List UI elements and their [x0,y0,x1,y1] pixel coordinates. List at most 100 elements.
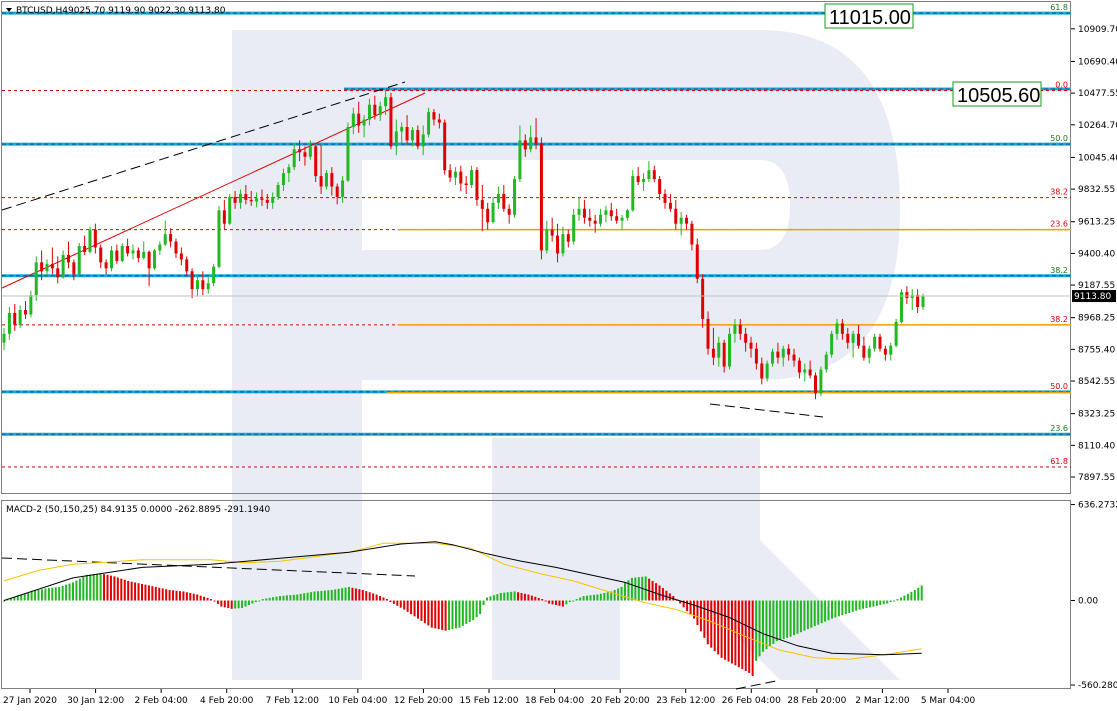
candle-body[interactable] [738,324,742,334]
candle-body[interactable] [93,229,97,248]
histogram-bar[interactable] [285,595,288,601]
candle-body[interactable] [900,292,904,322]
candle-body[interactable] [427,112,431,135]
histogram-bar[interactable] [182,591,185,601]
histogram-bar[interactable] [247,600,250,606]
histogram-bar[interactable] [392,600,395,604]
candle-body[interactable] [233,196,237,203]
histogram-bar[interactable] [448,600,451,630]
histogram-bar[interactable] [58,586,61,601]
histogram-bar[interactable] [858,600,861,610]
histogram-bar[interactable] [44,588,47,601]
histogram-bar[interactable] [682,600,685,608]
histogram-bar[interactable] [68,583,71,601]
candle-body[interactable] [523,140,527,150]
histogram-bar[interactable] [244,600,247,607]
histogram-bar[interactable] [451,600,454,630]
histogram-bar[interactable] [420,600,423,621]
candle-body[interactable] [862,345,866,358]
candle-body[interactable] [728,333,732,367]
candle-body[interactable] [470,170,474,186]
candle-body[interactable] [384,97,388,107]
histogram-bar[interactable] [824,600,827,622]
candle-body[interactable] [45,263,49,272]
histogram-bar[interactable] [13,597,16,601]
candle-body[interactable] [851,333,855,343]
candle-body[interactable] [593,220,597,224]
histogram-bar[interactable] [461,600,464,626]
candle-body[interactable] [357,113,361,126]
histogram-bar[interactable] [748,600,751,673]
candle-body[interactable] [464,183,468,186]
histogram-bar[interactable] [699,600,702,632]
histogram-bar[interactable] [603,592,606,601]
histogram-bar[interactable] [30,591,33,601]
candle-body[interactable] [835,323,839,334]
candle-body[interactable] [647,170,651,180]
candle-body[interactable] [744,333,748,343]
histogram-bar[interactable] [210,599,212,601]
candle-body[interactable] [66,254,70,263]
candle-body[interactable] [679,217,683,224]
histogram-bar[interactable] [85,574,88,601]
histogram-bar[interactable] [679,600,682,604]
price-label-10505[interactable]: 10505.60 [952,81,1042,107]
histogram-bar[interactable] [486,597,488,601]
candle-body[interactable] [319,176,323,187]
histogram-bar[interactable] [227,600,230,609]
histogram-bar[interactable] [527,594,530,601]
candle-body[interactable] [222,210,226,224]
histogram-bar[interactable] [458,600,461,628]
candle-body[interactable] [109,250,113,269]
histogram-bar[interactable] [499,592,502,601]
histogram-bar[interactable] [568,600,571,603]
histogram-bar[interactable] [589,595,592,601]
candle-body[interactable] [421,134,425,147]
candle-body[interactable] [238,193,242,203]
candle-body[interactable] [846,333,850,343]
histogram-bar[interactable] [54,587,57,601]
candle-body[interactable] [147,251,151,269]
histogram-bar[interactable] [558,600,561,606]
histogram-bar[interactable] [403,600,406,610]
candle-body[interactable] [335,186,339,197]
histogram-bar[interactable] [141,583,143,601]
macd-dashed-line[interactable] [1,557,416,577]
histogram-bar[interactable] [230,600,233,609]
candle-body[interactable] [13,312,17,325]
candle-body[interactable] [604,210,608,215]
candle-body[interactable] [314,146,318,177]
histogram-bar[interactable] [330,589,333,601]
histogram-bar[interactable] [27,592,30,601]
candle-body[interactable] [550,229,554,236]
histogram-bar[interactable] [837,600,840,617]
histogram-bar[interactable] [530,595,533,601]
histogram-bar[interactable] [475,600,478,618]
candle-body[interactable] [405,126,409,141]
histogram-bar[interactable] [799,600,802,633]
histogram-bar[interactable] [620,586,623,601]
candle-body[interactable] [518,140,522,180]
histogram-bar[interactable] [492,595,495,601]
histogram-bar[interactable] [575,599,578,601]
candle-body[interactable] [760,363,764,379]
histogram-bar[interactable] [510,591,513,601]
histogram-bar[interactable] [482,600,485,606]
candle-body[interactable] [577,208,581,215]
histogram-bar[interactable] [468,600,471,623]
candle-body[interactable] [212,266,216,284]
candle-body[interactable] [475,170,479,200]
histogram-bar[interactable] [375,594,378,601]
histogram-bar[interactable] [358,589,361,601]
histogram-bar[interactable] [506,592,509,601]
candle-body[interactable] [771,351,775,364]
signal-line[interactable] [3,542,922,660]
histogram-bar[interactable] [206,597,209,601]
candle-body[interactable] [206,283,210,290]
candle-body[interactable] [341,180,345,197]
histogram-bar[interactable] [689,600,692,615]
histogram-bar[interactable] [423,600,426,624]
histogram-bar[interactable] [717,600,720,655]
